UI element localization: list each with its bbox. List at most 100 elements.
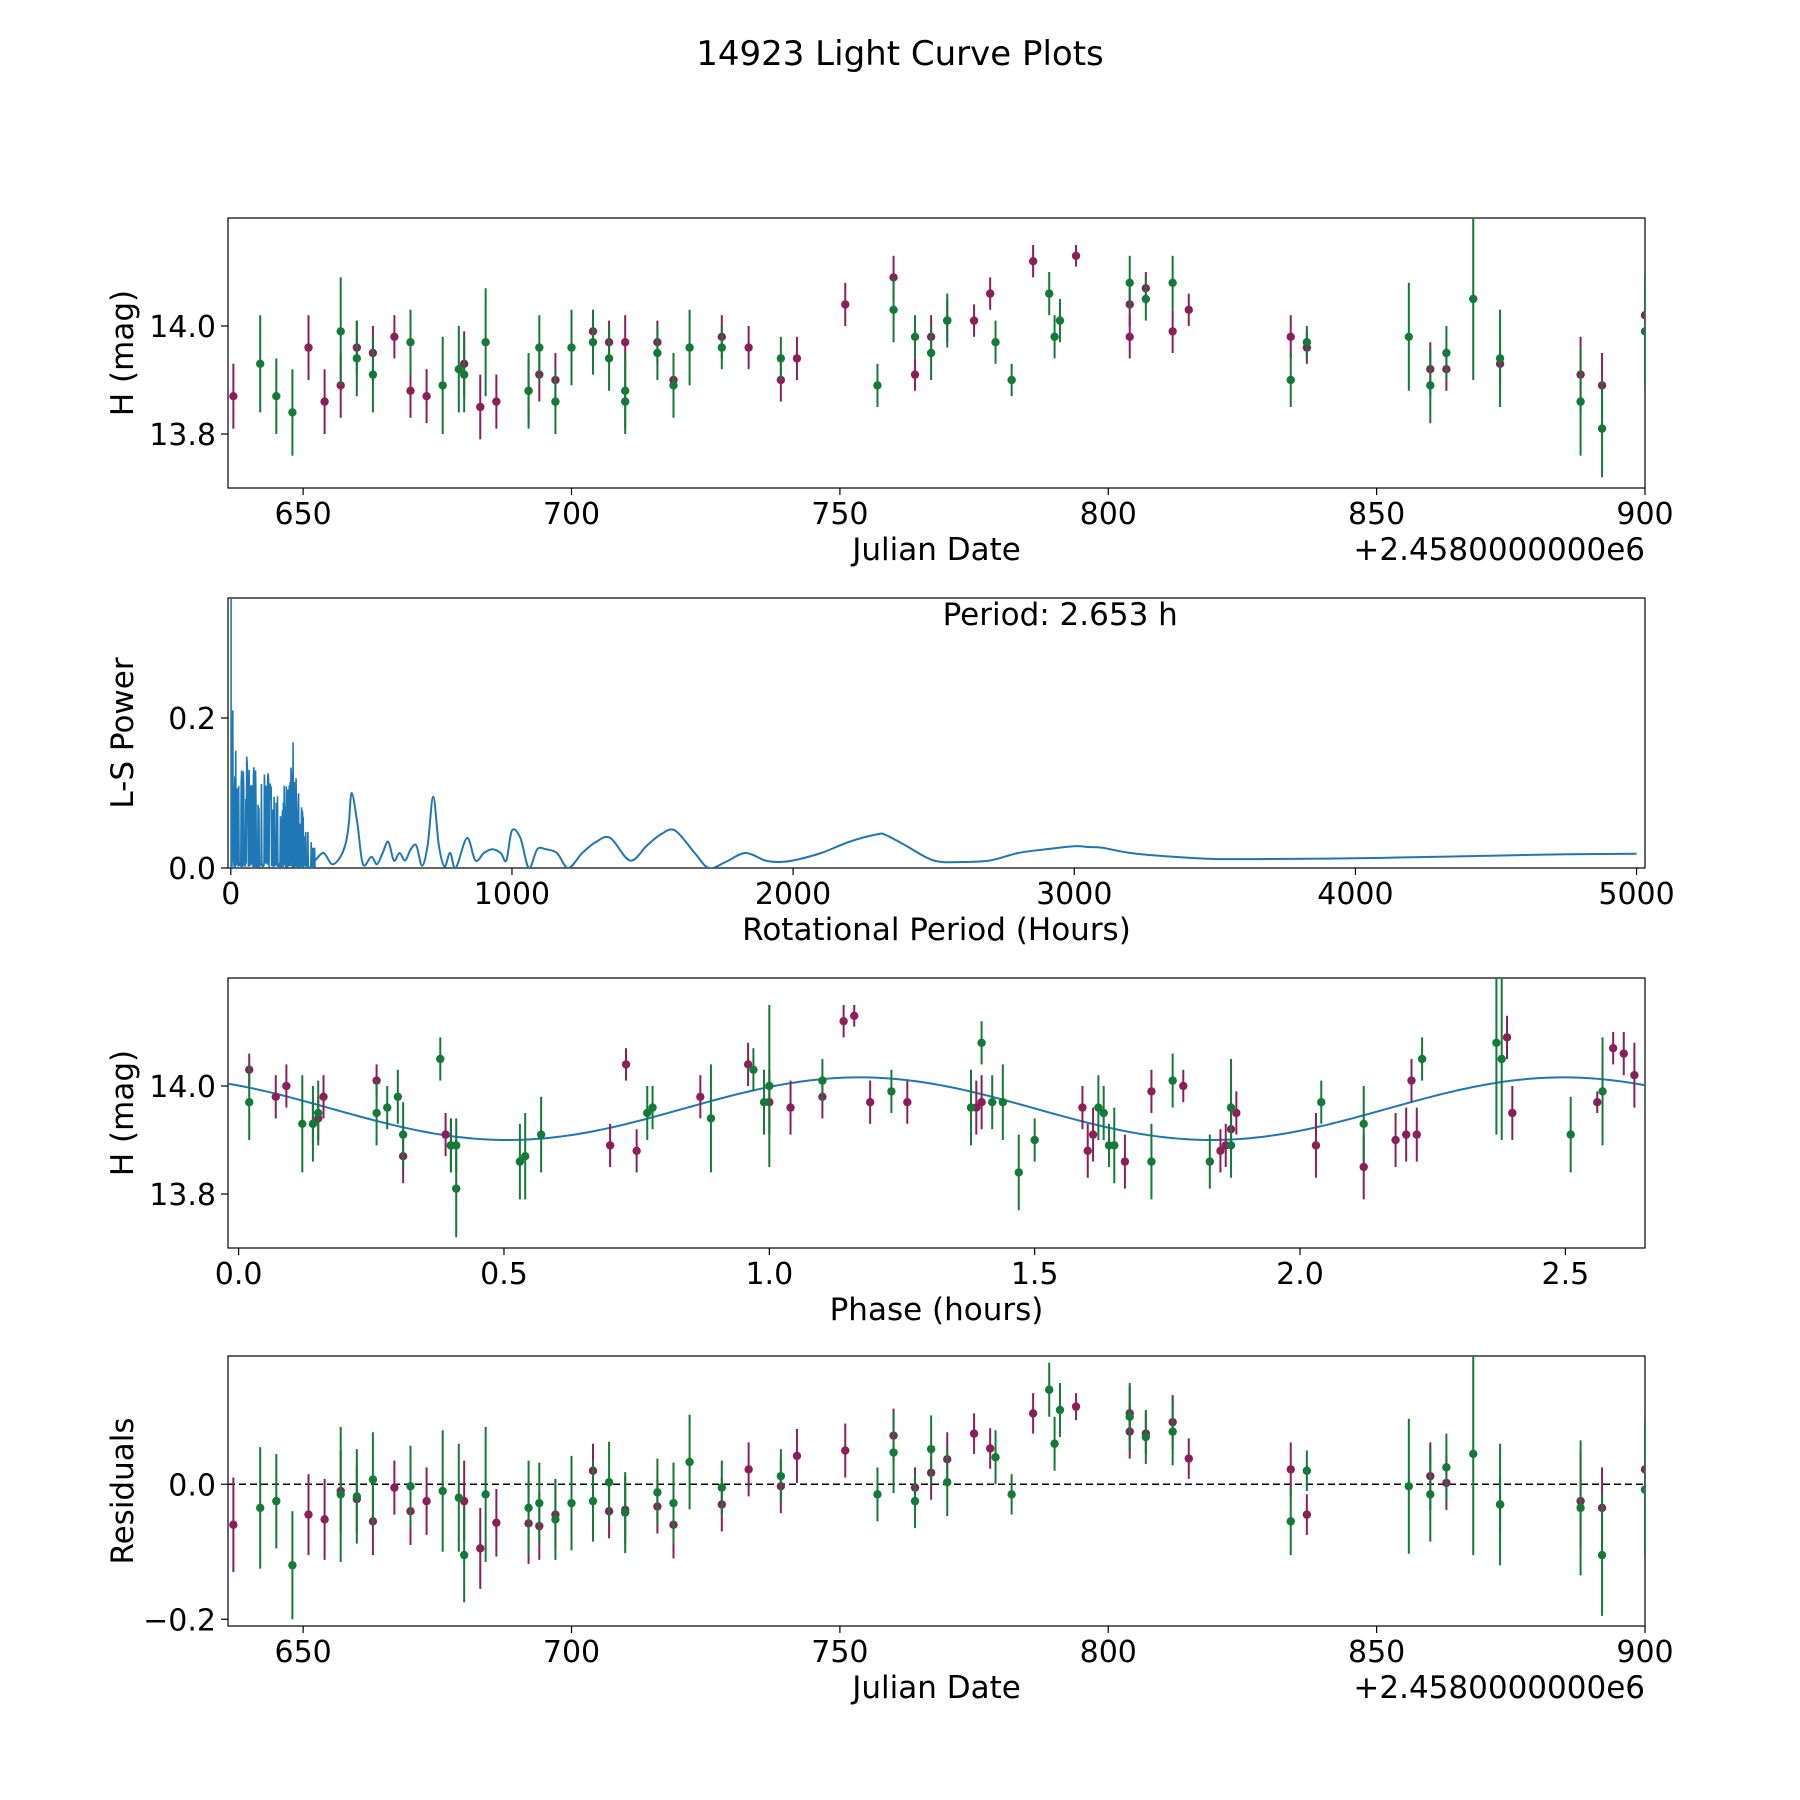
lightcurve-data-point: [1302, 338, 1312, 347]
lightcurve-data-point: [459, 370, 469, 379]
lightcurve-data-point: [653, 348, 662, 358]
residuals-data-point: [476, 1544, 485, 1553]
phased-data-point: [977, 1098, 986, 1107]
phased-data-point: [1168, 1076, 1177, 1085]
lightcurve-data-point: [551, 397, 560, 406]
phased-data-point: [1359, 1162, 1368, 1172]
phased-data-point: [1417, 1054, 1427, 1064]
phased-data-point: [1502, 1033, 1512, 1042]
phased-data-point: [1407, 1076, 1416, 1085]
lightcurve-data-point: [1055, 316, 1065, 325]
phased-data-point: [818, 1076, 827, 1085]
residuals-data-point: [406, 1482, 415, 1491]
phased-data-point: [1078, 1103, 1087, 1112]
lightcurve-data-point: [1045, 289, 1054, 298]
residuals-data-point: [567, 1498, 576, 1508]
lightcurve-data-point: [685, 343, 694, 352]
residuals-data-point: [492, 1518, 501, 1527]
phased-data-point: [865, 1098, 875, 1107]
lightcurve-data-point: [567, 343, 576, 352]
phased-data-point: [977, 1038, 986, 1048]
residuals-data-point: [926, 1444, 936, 1454]
figure-title: 14923 Light Curve Plots: [696, 34, 1104, 74]
panel-residuals: 650 700 750 800 850 900 −0.2 0.0 Julian Date Resi…: [105, 1355, 1674, 1706]
lightcurve-data-point: [717, 343, 727, 352]
phased-data-point: [621, 1060, 631, 1069]
lightcurve-xlabel: Julian Date: [850, 532, 1021, 568]
residuals-data-point: [368, 1475, 378, 1484]
periodogram-xlabel: Rotational Period (Hours): [742, 912, 1131, 948]
lightcurve-data-point: [1141, 294, 1151, 304]
lightcurve-data-point: [1442, 348, 1451, 358]
residuals-data-point: [454, 1493, 463, 1502]
periodogram-xtick-label: 3000: [1036, 877, 1112, 912]
residuals-data-point: [873, 1490, 882, 1499]
phased-data-point: [1508, 1108, 1517, 1118]
residuals-data-point: [1125, 1412, 1134, 1421]
lightcurve-plot-area: [229, 218, 1645, 478]
residuals-data-point: [1640, 1485, 1645, 1494]
residuals-data-point: [744, 1465, 753, 1474]
phased-xlabel: Phase (hours): [830, 1292, 1044, 1328]
phased-data-point: [298, 1119, 307, 1129]
lightcurve-data-point: [1050, 332, 1059, 341]
panel-lightcurve: 650 700 750 800 850 900 13.8 14.0 Julian Date H (…: [105, 217, 1674, 568]
lightcurve-xtick-label: 900: [1616, 497, 1673, 532]
periodogram-xtick-label: 0: [221, 877, 240, 912]
phased-data-point: [839, 1017, 848, 1026]
lightcurve-data-point: [1184, 305, 1193, 314]
phased-data-point: [536, 1130, 546, 1139]
residuals-data-point: [352, 1492, 362, 1501]
residuals-data-point: [1469, 1449, 1478, 1459]
plots: 650 700 750 800 850 900 13.8 14.0 Julian Date H (…: [105, 217, 1675, 1706]
residuals-data-point: [459, 1550, 469, 1560]
phased-axes-frame: [227, 977, 1646, 1249]
lightcurve-data-point: [1286, 375, 1295, 385]
residuals-data-point: [535, 1498, 544, 1508]
lightcurve-data-point: [985, 289, 995, 298]
lightcurve-data-point: [1576, 397, 1585, 406]
phased-data-point: [271, 1092, 280, 1102]
phased-data-point: [436, 1054, 445, 1064]
residuals-data-point: [685, 1457, 694, 1467]
phased-series-band_a: [245, 1005, 1639, 1200]
residuals-data-point: [481, 1490, 490, 1499]
residuals-data-point: [1141, 1432, 1151, 1442]
phased-xtick-label: 2.0: [1276, 1257, 1324, 1292]
lightcurve-data-point: [352, 354, 362, 363]
residuals-data-point: [1045, 1385, 1054, 1394]
panel-phased: 0.0 0.5 1.0 1.5 2.0 2.5 13.8 14.0 Phase (hours) H…: [105, 977, 1646, 1328]
lightcurve-data-point: [910, 332, 920, 341]
residuals-data-point: [304, 1510, 313, 1519]
lightcurve-data-point: [792, 354, 802, 363]
phased-data-point: [632, 1146, 641, 1156]
lightcurve-data-point: [889, 273, 898, 282]
lightcurve-data-point: [991, 338, 1000, 347]
lightcurve-data-point: [454, 365, 463, 374]
phased-data-point: [1566, 1130, 1575, 1139]
phased-data-point: [903, 1098, 912, 1107]
phased-data-point: [1088, 1130, 1098, 1139]
lightcurve-ylabel: H (mag): [105, 290, 141, 416]
residuals-data-point: [390, 1483, 399, 1492]
phased-data-point: [1030, 1135, 1039, 1145]
phased-fit-curve: [228, 1076, 1645, 1142]
residuals-data-point: [792, 1451, 802, 1461]
lightcurve-data-point: [368, 370, 378, 379]
residuals-ytick-label: 0.0: [168, 1468, 216, 1503]
phased-data-point: [1359, 1119, 1368, 1129]
phased-data-point: [520, 1152, 530, 1161]
residuals-ylabel: Residuals: [105, 1417, 141, 1564]
lightcurve-data-point: [406, 386, 415, 395]
phased-data-point: [1593, 1098, 1602, 1107]
residuals-data-point: [604, 1478, 614, 1487]
phased-xtick-label: 0.0: [215, 1257, 263, 1292]
phased-data-point: [1094, 1103, 1103, 1112]
phased-xtick-label: 1.5: [1011, 1257, 1059, 1292]
periodogram-noise-region: [230, 598, 316, 868]
residuals-data-point: [653, 1488, 662, 1497]
lightcurve-data-point: [1125, 332, 1134, 341]
residuals-data-point: [1597, 1550, 1607, 1560]
phased-data-point: [1492, 1038, 1501, 1048]
